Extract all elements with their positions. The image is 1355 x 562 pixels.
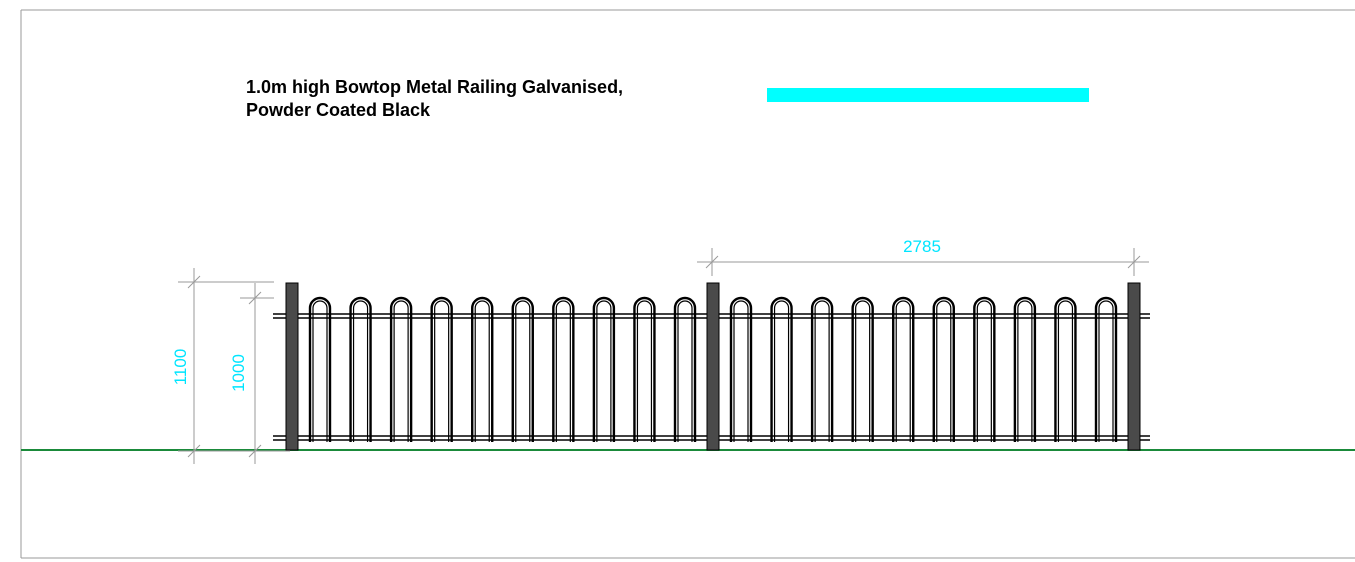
bow-loop-inner bbox=[936, 300, 952, 442]
bow-loop bbox=[770, 296, 793, 442]
bow-loop bbox=[1094, 296, 1118, 442]
bow-loop-inner bbox=[636, 300, 653, 442]
dimension-panel-length bbox=[697, 248, 1149, 276]
bow-loop-inner bbox=[596, 300, 612, 442]
railing-post bbox=[1127, 282, 1141, 451]
bow-loop-inner bbox=[855, 300, 871, 442]
bow-loop bbox=[892, 296, 915, 442]
bow-loop bbox=[810, 296, 834, 442]
bow-loop-inner bbox=[1098, 300, 1114, 442]
bow-loop bbox=[592, 296, 616, 442]
bow-loop-inner bbox=[555, 300, 571, 442]
bow-loop-inner bbox=[434, 300, 450, 442]
legend-color-bar bbox=[767, 88, 1089, 102]
bow-loop-inner bbox=[393, 300, 409, 442]
drawing-title-line-2: Powder Coated Black bbox=[246, 100, 431, 120]
drawing-frame bbox=[20, 9, 1355, 559]
bow-loop bbox=[973, 296, 996, 442]
bow-loop-inner bbox=[976, 300, 992, 442]
bowtop-railing bbox=[273, 282, 1150, 451]
dimension-label-2785: 2785 bbox=[903, 237, 941, 256]
drawing-title-line-1: 1.0m high Bowtop Metal Railing Galvanise… bbox=[246, 77, 624, 97]
bow-loop bbox=[511, 296, 534, 442]
railing-post bbox=[706, 282, 720, 451]
bow-loop-inner bbox=[1017, 300, 1033, 442]
bow-loop bbox=[851, 296, 874, 442]
bow-loop-inner bbox=[814, 300, 830, 442]
bow-loop bbox=[673, 296, 697, 442]
bow-loop-inner bbox=[773, 300, 790, 442]
dimension-label-1000: 1000 bbox=[229, 354, 248, 392]
bow-loop bbox=[308, 296, 332, 442]
bow-loop-inner bbox=[474, 300, 490, 442]
bow-loop bbox=[1013, 296, 1037, 442]
bow-loop-inner bbox=[1057, 300, 1074, 442]
bow-loop bbox=[389, 296, 413, 442]
railing-post bbox=[285, 282, 299, 451]
bow-loop-inner bbox=[677, 300, 693, 442]
dimension-overall-height bbox=[178, 268, 290, 464]
dimension-label-1100: 1100 bbox=[171, 349, 190, 386]
dimension-railing-height bbox=[240, 283, 274, 464]
bow-loop bbox=[633, 296, 656, 442]
bow-loop bbox=[932, 296, 955, 442]
bow-loop bbox=[552, 296, 575, 442]
bow-loop bbox=[430, 296, 453, 442]
bow-loop-inner bbox=[515, 300, 531, 442]
bow-loop-inner bbox=[895, 300, 911, 442]
bow-loop-inner bbox=[352, 300, 369, 442]
bow-loop bbox=[729, 296, 753, 442]
bow-loop-inner bbox=[733, 300, 749, 442]
bow-loop bbox=[1054, 296, 1077, 442]
bow-loop-inner bbox=[312, 300, 328, 442]
bow-loop bbox=[471, 296, 494, 442]
bow-loop bbox=[349, 296, 372, 442]
